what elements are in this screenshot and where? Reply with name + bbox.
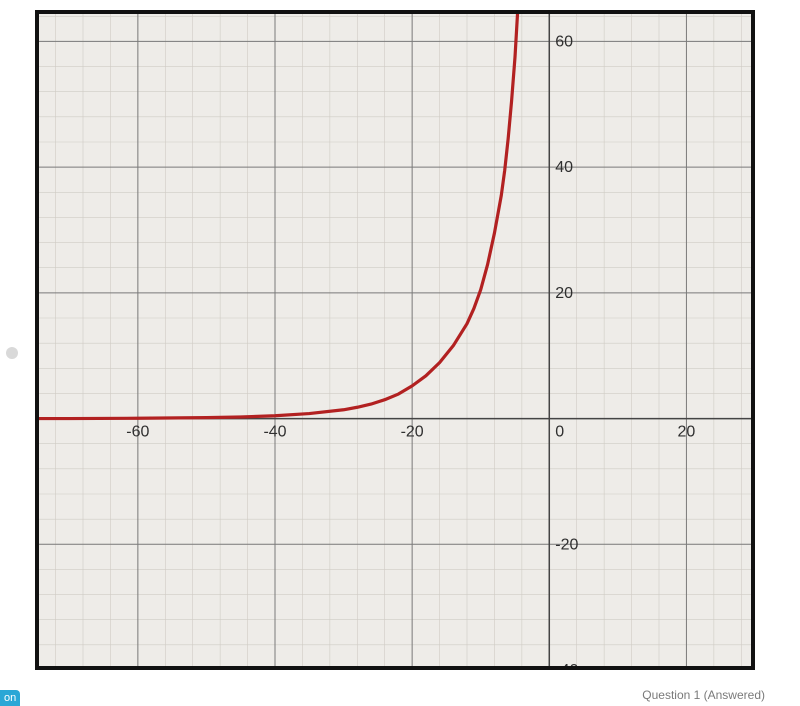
y-tick-label: 20 <box>555 285 573 302</box>
exponential-curve-chart: -60-40-20020604020-20-40 <box>35 10 755 670</box>
side-indicator-dot <box>6 347 18 359</box>
x-tick-label: -60 <box>126 424 149 441</box>
corner-badge: on <box>0 690 20 706</box>
footer-question-text: Question 1 (Answered) <box>642 688 765 702</box>
x-tick-label: -20 <box>401 424 424 441</box>
y-tick-label: 40 <box>555 159 573 176</box>
x-tick-label: 0 <box>555 424 564 441</box>
y-tick-label: 60 <box>555 33 573 50</box>
y-tick-label: -20 <box>555 536 578 553</box>
x-tick-label: 20 <box>678 424 696 441</box>
page-root: -60-40-20020604020-20-40 on Question 1 (… <box>0 0 800 706</box>
x-tick-label: -40 <box>263 424 286 441</box>
chart-container: -60-40-20020604020-20-40 <box>35 10 755 670</box>
